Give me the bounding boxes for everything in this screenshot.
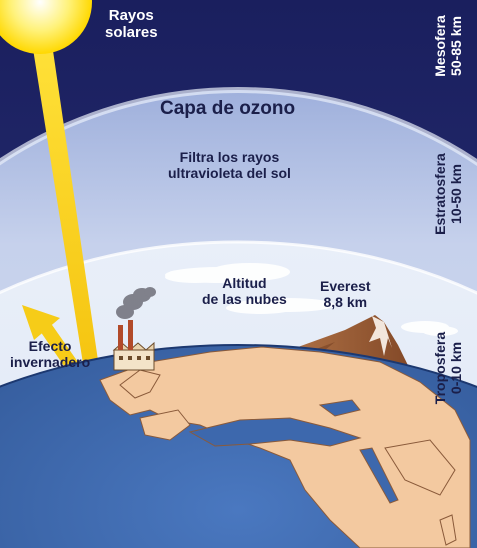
greenhouse-label: Efecto invernadero (10, 338, 91, 370)
cloud-icon (165, 263, 290, 283)
sun-rays-label: Rayos solares (105, 7, 158, 41)
cloud-icon (226, 298, 335, 314)
black-sea (318, 399, 361, 417)
layer-label-troposphere: Troposfera 0-10 km (432, 331, 465, 405)
smoke-icon (116, 287, 156, 319)
mediterranean-sea (188, 417, 362, 447)
continents (99, 346, 471, 548)
everest-label: Everest 8,8 km (320, 278, 371, 310)
ozone-layer-edge (0, 87, 477, 167)
sun-ray (30, 30, 103, 395)
layer-label-mesosphere: Mesofera 50-85 km (432, 15, 465, 77)
earth-rim (0, 344, 477, 389)
red-sea (359, 447, 399, 504)
ozone-title: Capa de ozono (160, 98, 296, 119)
sun-icon (0, 0, 92, 54)
cloud-icon (401, 321, 458, 336)
layer-label-stratosphere: Estratosfera 10-50 km (432, 153, 465, 235)
cloud-altitude-label: Altitud de las nubes (202, 275, 287, 307)
ozone-description: Filtra los rayos ultravioleta del sol (168, 149, 291, 181)
factory-icon (112, 320, 155, 371)
troposphere-edge (0, 240, 477, 295)
